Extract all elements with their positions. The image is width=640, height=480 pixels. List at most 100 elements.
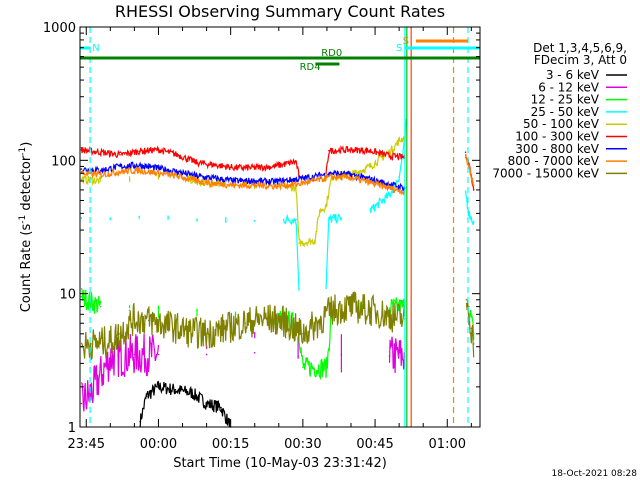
series-point-8-1-2 <box>472 343 475 345</box>
series-point-6-0-6 <box>196 175 198 177</box>
series-point-7-0-16 <box>388 187 391 189</box>
series-point-4-3-2 <box>225 183 227 186</box>
series-point-5-1-3 <box>369 149 372 152</box>
series-point-5-0-8 <box>234 166 237 169</box>
series-point-4-5-5 <box>325 205 327 208</box>
y-axis-label-sup1: -1 <box>18 215 28 224</box>
series-point-1-0-2 <box>109 357 112 359</box>
series-point-6-0-14 <box>350 173 352 176</box>
series-point-4-5-1 <box>295 187 297 189</box>
series-point-4-5-10 <box>398 140 400 142</box>
series-1 <box>80 332 406 412</box>
y-axis-label: Count Rate (s-1 detector-1) <box>18 142 34 313</box>
series-point-7-0-1 <box>99 173 102 176</box>
series-point-3-10-0 <box>464 191 467 193</box>
series-point-3-9-2 <box>398 176 400 178</box>
series-point-8-0-2 <box>109 340 112 343</box>
series-point-5-0-2 <box>119 154 121 156</box>
series-point-8-0-3 <box>119 333 121 335</box>
series-point-4-5-3 <box>314 239 316 242</box>
series-point-0-0-2 <box>157 386 160 388</box>
series-point-5-0-7 <box>215 164 217 166</box>
series-point-6-0-4 <box>157 167 160 170</box>
series-point-2-5-3 <box>326 366 328 369</box>
series-point-2-5-2 <box>302 366 304 369</box>
x-tick-label-5: 01:00 <box>429 437 466 452</box>
series-point-5-2-2 <box>472 189 475 191</box>
series-line-3-9 <box>369 118 407 214</box>
series-point-5-0-9 <box>253 166 256 169</box>
x-tick-label-0: 23:45 <box>68 437 105 452</box>
series-point-3-7-1 <box>295 218 297 221</box>
series-point-8-0-15 <box>330 309 333 312</box>
series-point-7-0-15 <box>369 181 372 184</box>
series-line-2-8 <box>468 309 475 341</box>
series-point-2-3-0 <box>196 309 198 312</box>
legend-label-3: 25 - 50 keV <box>531 105 600 119</box>
legend-label-7: 800 - 7000 keV <box>508 154 600 168</box>
x-tick-label-2: 00:15 <box>212 437 249 452</box>
series-point-1-2-0 <box>253 352 256 354</box>
series-point-6-0-5 <box>176 171 179 173</box>
series-point-3-8-0 <box>325 287 327 289</box>
series-line-3-7 <box>283 213 300 291</box>
y-tick-label-3: 1000 <box>43 21 76 36</box>
series-point-6-0-11 <box>295 178 297 181</box>
series-point-7-0-11 <box>295 183 297 186</box>
series-point-7-0-13 <box>330 176 333 178</box>
y-tick-label-1: 10 <box>59 288 76 303</box>
series-point-3-2-0 <box>138 215 140 218</box>
y-axis-label-sup2: -1 <box>18 147 28 156</box>
series-point-8-0-10 <box>244 322 246 325</box>
series-point-8-0-17 <box>369 309 372 312</box>
series-line-1-0 <box>80 333 160 412</box>
series-point-2-4-0 <box>234 313 237 316</box>
series-point-1-3-0 <box>297 355 299 357</box>
series-0 <box>139 380 232 428</box>
series-point-3-8-2 <box>340 217 343 219</box>
series-point-4-1-0 <box>128 178 131 181</box>
series-point-7-0-2 <box>119 171 121 173</box>
series-line-3-10 <box>465 190 475 226</box>
legend-label-0: 3 - 6 keV <box>546 68 600 82</box>
series-point-4-5-2 <box>298 242 300 244</box>
legend-header-line-1: Det 1,3,4,5,6,9, <box>533 41 627 55</box>
generation-timestamp: 18-Oct-2021 08:28 <box>552 469 638 479</box>
series-point-3-10-2 <box>472 222 475 224</box>
series-line-2-0 <box>80 287 102 314</box>
series-point-6-0-10 <box>273 181 275 183</box>
series-point-5-0-12 <box>295 160 297 163</box>
y-tick-label-0: 1 <box>68 421 76 436</box>
series-line-5-0 <box>80 145 300 179</box>
series-point-4-0-0 <box>80 178 83 181</box>
series-point-2-0-0 <box>80 295 83 298</box>
series-point-8-0-12 <box>282 320 285 323</box>
series-point-3-0-0 <box>80 217 83 219</box>
series-point-7-0-7 <box>215 182 217 185</box>
series-point-7-0-4 <box>157 172 160 175</box>
series-layer <box>80 118 475 428</box>
series-point-5-0-11 <box>287 162 290 165</box>
series-point-4-0-1 <box>99 180 102 182</box>
series-point-3-7-0 <box>282 218 285 221</box>
series-point-3-5-0 <box>225 220 227 222</box>
series-point-0-0-0 <box>139 420 141 423</box>
series-point-6-0-0 <box>80 168 83 170</box>
series-line-5-1 <box>325 145 406 175</box>
series-point-8-0-13 <box>302 333 304 335</box>
series-point-8-0-11 <box>263 317 266 320</box>
series-point-3-6-0 <box>253 220 256 222</box>
series-point-5-0-4 <box>157 149 160 151</box>
series-point-3-7-2 <box>298 287 300 289</box>
series-point-7-0-14 <box>350 177 352 179</box>
legend-label-2: 12 - 25 keV <box>531 93 600 107</box>
y-tick-label-2: 100 <box>51 154 76 169</box>
series-line-6-0 <box>80 161 406 192</box>
series-point-2-7-0 <box>388 307 391 309</box>
legend: Det 1,3,4,5,6,9, FDecim 3, Att 0 3 - 6 k… <box>492 41 627 180</box>
series-point-3-4-0 <box>196 218 198 221</box>
y-axis-label-end: ) <box>19 142 34 147</box>
state-label-0: N <box>92 43 99 54</box>
series-point-4-5-8 <box>369 165 372 168</box>
